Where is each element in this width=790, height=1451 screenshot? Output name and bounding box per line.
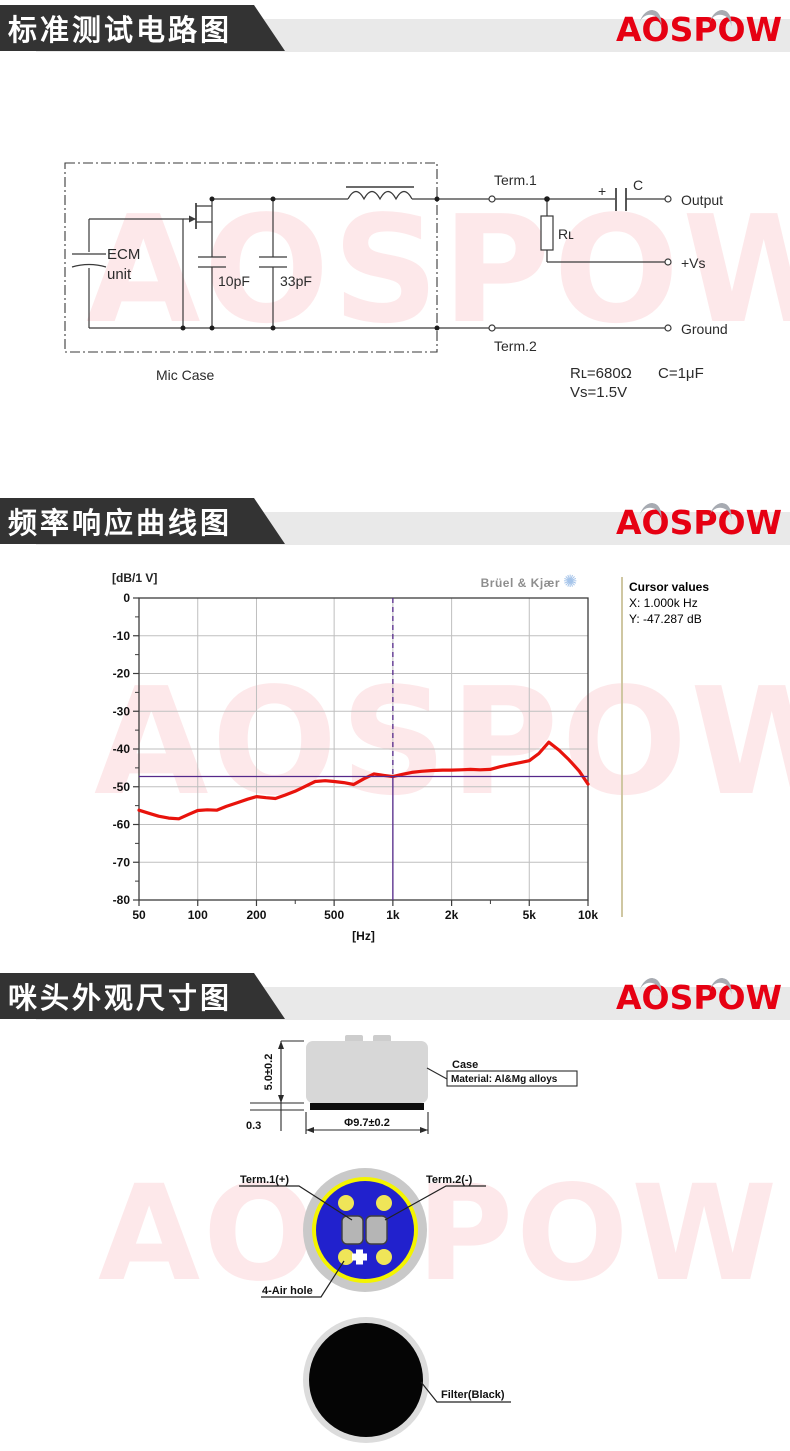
ecm-label: unit: [107, 266, 132, 283]
axis-tick-label: 200: [246, 908, 266, 922]
x-axis-unit-label: [Hz]: [352, 929, 375, 943]
cursor-value-panel: Cursor values X: 1.000k Hz Y: -47.287 dB: [629, 579, 790, 643]
watermark-aospow: AOSPOW: [86, 184, 790, 356]
cap-c-label: C: [633, 177, 643, 193]
terminal-pad-1: [341, 1215, 364, 1245]
strip-dimension: 0.3: [246, 1120, 261, 1132]
axis-tick-label: 500: [324, 908, 344, 922]
term2-callout: Term.2(-): [426, 1174, 473, 1186]
aospow-logo-text: AOSPOW: [616, 503, 782, 542]
axis-tick-label: 2k: [445, 908, 459, 922]
terminal-circles: [488, 195, 672, 332]
ecm-capsule-symbol: [71, 253, 107, 268]
leader-lines: [239, 1185, 486, 1298]
section-header-frequency: AOSPOW 频率响应曲线图: [0, 498, 790, 545]
dimension-lines: [250, 1040, 448, 1134]
mic-side-view: 5.0±0.2 0.3 Φ9.7±0.2 Case Material: Al&M…: [246, 1035, 578, 1134]
mic-top-view: Filter(Black): [303, 1317, 511, 1443]
vs-label: +Vs: [681, 255, 706, 271]
header-banner: 标准测试电路图: [0, 5, 285, 51]
mic-bottom-view: Term.1(+) Term.2(-) 4-Air hole: [239, 1168, 486, 1298]
test-circuit-diagram: ECM unit 10pF 33pF Mic Case Term.1 Term.…: [64, 162, 728, 401]
axis-tick-label: -10: [113, 629, 131, 643]
inductor-symbol: [347, 190, 413, 201]
cursor-x-value: X: 1.000k Hz: [629, 596, 698, 610]
axis-tick-label: -70: [113, 855, 131, 869]
axis-tick-label: -30: [113, 704, 131, 718]
terminal-pad-2: [365, 1215, 388, 1245]
polarity-plus-mark: [352, 1249, 367, 1265]
section-title: 频率响应曲线图: [8, 508, 233, 540]
air-hole-callout: 4-Air hole: [262, 1285, 313, 1297]
section-header-circuit: AOSPOW 标准测试电路图: [0, 5, 790, 52]
section-title: 标准测试电路图: [8, 15, 233, 47]
material-callout-box: [446, 1070, 578, 1087]
mic-case-body: [306, 1041, 428, 1103]
air-holes: [338, 1195, 392, 1265]
cursor-y-value: Y: -47.287 dB: [629, 612, 702, 626]
section-header-dimensions: AOSPOW 咪头外观尺寸图: [0, 973, 790, 1020]
mic-case-label: Mic Case: [156, 367, 215, 383]
case-label: Case: [452, 1059, 478, 1071]
aospow-logo-text: AOSPOW: [616, 978, 782, 1017]
vs-value: Vs=1.5V: [570, 384, 627, 401]
axis-tick-label: -60: [113, 818, 131, 832]
ground-label: Ground: [681, 321, 728, 337]
filter-callout: Filter(Black): [441, 1389, 505, 1401]
filter-leader-line: [420, 1381, 511, 1403]
axis-tick-label: 10k: [578, 908, 598, 922]
header-banner: 咪头外观尺寸图: [0, 973, 285, 1019]
cursor-panel-divider: [621, 577, 623, 917]
term2-label: Term.2: [494, 338, 537, 354]
aospow-logo: AOSPOW: [616, 7, 782, 49]
watermark-aospow: AOSPOW: [94, 656, 790, 828]
cap-c: [615, 188, 627, 211]
bk-fan-icon: ✺: [563, 572, 578, 591]
axis-tick-label: -20: [113, 667, 131, 681]
header-banner: 频率响应曲线图: [0, 498, 285, 544]
height-dimension: 5.0±0.2: [263, 1054, 275, 1091]
output-label: Output: [681, 192, 723, 208]
y-axis-unit-label: [dB/1 V]: [112, 571, 158, 585]
junction-dots: [180, 196, 550, 331]
fet-gate-arrow: [189, 215, 196, 223]
aospow-logo-text: AOSPOW: [616, 10, 782, 49]
watermark-aospow: AOSPOW: [98, 1157, 780, 1311]
axis-tick-label: 100: [188, 908, 208, 922]
response-curve: [137, 740, 590, 821]
axis-tick-label: -80: [113, 893, 131, 907]
section-title: 咪头外观尺寸图: [8, 983, 233, 1015]
cap2-label: 33pF: [280, 273, 312, 289]
mic-case-border: [64, 162, 438, 353]
filter-disc: [309, 1323, 423, 1437]
axis-tick-label: 0: [123, 591, 130, 605]
dimension-diagram: 5.0±0.2 0.3 Φ9.7±0.2 Case Material: Al&M…: [239, 1035, 578, 1443]
axis-tick-label: 50: [132, 908, 146, 922]
filter-strip: [310, 1103, 424, 1110]
axis-tick-label: -40: [113, 742, 131, 756]
rl-label: Rʟ: [558, 226, 574, 242]
aospow-logo: AOSPOW: [616, 975, 782, 1017]
diameter-dimension: Φ9.7±0.2: [344, 1117, 390, 1129]
term1-callout: Term.1(+): [240, 1174, 289, 1186]
rl-value: Rʟ=680Ω: [570, 365, 632, 382]
dimension-arrows: [278, 1041, 428, 1133]
pcb-disc: [316, 1181, 414, 1279]
ecm-label: ECM: [107, 246, 140, 263]
aospow-logo: AOSPOW: [616, 500, 782, 542]
term1-label: Term.1: [494, 172, 537, 188]
cap-polarity-label: +: [598, 183, 606, 199]
axis-tick-label: 5k: [523, 908, 537, 922]
axis-tick-label: -50: [113, 780, 131, 794]
case-material-label: Material: Al&Mg alloys: [451, 1074, 558, 1085]
cursor-panel-title: Cursor values: [629, 580, 710, 594]
cap1-label: 10pF: [218, 273, 250, 289]
axis-tick-label: 1k: [386, 908, 400, 922]
resistor-rl: [540, 215, 554, 251]
bruel-kjaer-logo: Brüel & Kjær: [480, 576, 560, 590]
c-value: C=1μF: [658, 365, 704, 382]
ecm-box: [88, 218, 184, 328]
